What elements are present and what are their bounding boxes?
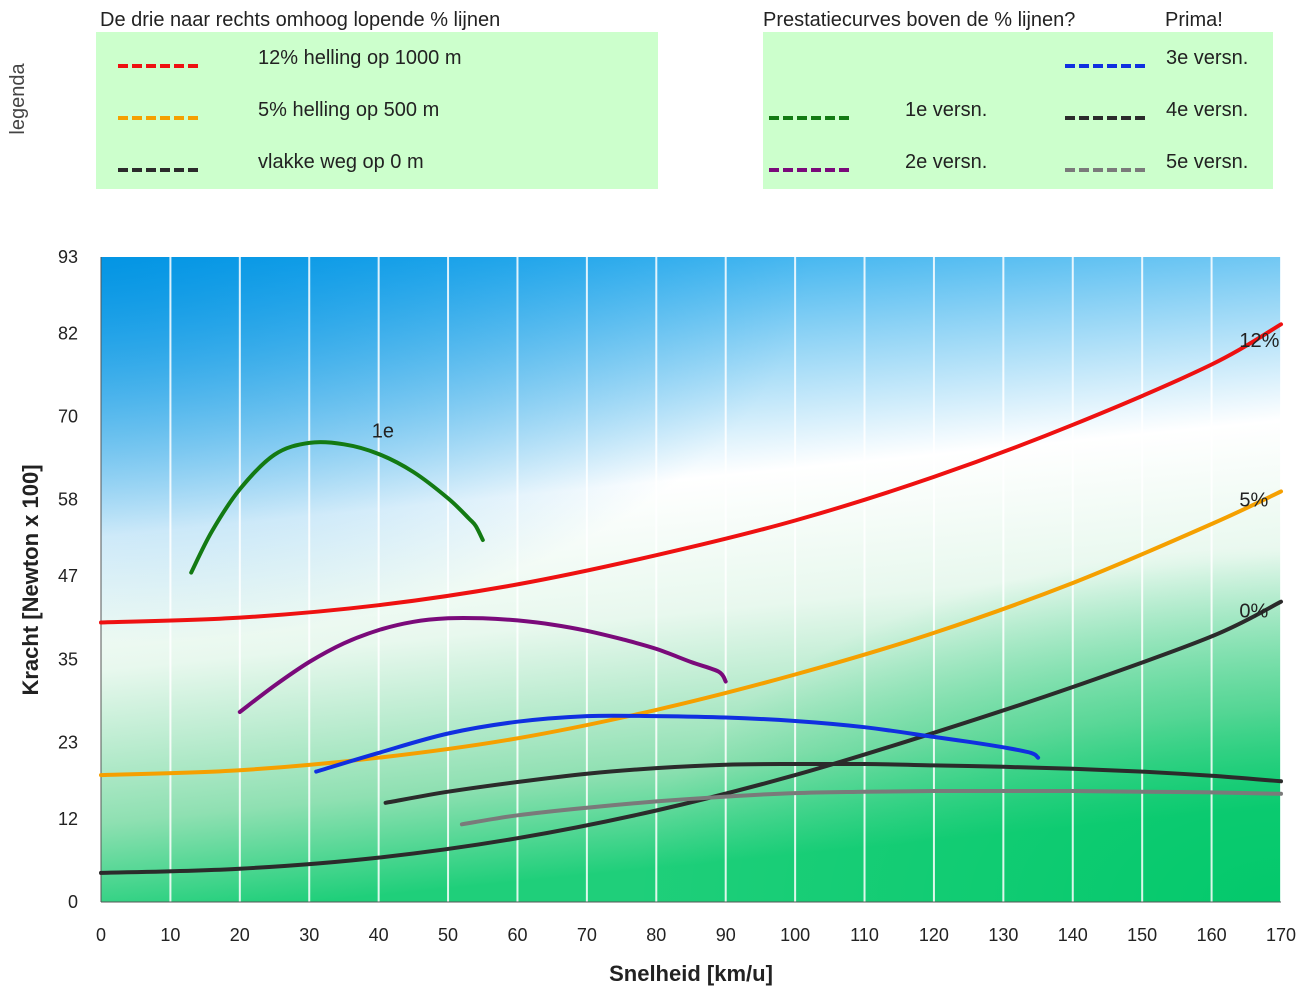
series-line-1e xyxy=(189,440,485,575)
legend-left-box xyxy=(96,32,658,189)
legend-label-2e-versn: 2e versn. xyxy=(905,151,987,173)
legend-label-5e-versn: 5e versn. xyxy=(1166,151,1248,173)
x-tick-label-30: 30 xyxy=(299,925,319,945)
plot-area xyxy=(101,257,1281,902)
plot-background-green xyxy=(101,257,1281,902)
series-line-3e xyxy=(314,713,1041,774)
x-tick-label-70: 70 xyxy=(577,925,597,945)
annotation-5pct: 5% xyxy=(1239,490,1268,512)
y-tick-label-0: 0 xyxy=(68,892,78,912)
series-line-2e xyxy=(237,616,728,714)
legend-label-12pct-helling-op-1000-m: 12% helling op 1000 m xyxy=(258,47,461,69)
x-tick-label-50: 50 xyxy=(438,925,458,945)
y-tick-label-12: 12 xyxy=(58,809,78,829)
legend: legenda De drie naar rechts omhoog lopen… xyxy=(7,9,1273,189)
x-tick-label-40: 40 xyxy=(369,925,389,945)
annotation-12pct: 12% xyxy=(1239,330,1279,352)
series-line-5pct xyxy=(99,489,1283,778)
x-tick-label-120: 120 xyxy=(919,925,949,945)
annotations: 12% 5% 0% 1e xyxy=(372,330,1280,622)
x-tick-label-10: 10 xyxy=(160,925,180,945)
legend-label-1e-versn: 1e versn. xyxy=(905,99,987,121)
legend-label-vlakke-weg-op-0-m: vlakke weg op 0 m xyxy=(258,151,424,173)
legend-right-title-extra: Prima! xyxy=(1165,9,1223,31)
x-tick-label-80: 80 xyxy=(646,925,666,945)
x-tick-label-150: 150 xyxy=(1127,925,1157,945)
series-line-0pct xyxy=(99,599,1283,875)
x-tick-label-130: 130 xyxy=(988,925,1018,945)
x-tick-label-110: 110 xyxy=(850,925,879,945)
legend-label-3e-versn: 3e versn. xyxy=(1166,47,1248,69)
y-axis-label: Kracht [Newton x 100] xyxy=(18,464,43,695)
y-tick-label-23: 23 xyxy=(58,732,78,752)
legend-side-label: legenda xyxy=(7,63,29,135)
annotation-0pct: 0% xyxy=(1239,601,1268,623)
annotation-1e: 1e xyxy=(372,420,394,442)
legend-label-5pct-helling-op-500-m: 5% helling op 500 m xyxy=(258,99,439,121)
y-tick-label-82: 82 xyxy=(58,323,78,343)
x-tick-label-0: 0 xyxy=(96,925,106,945)
series-line-5e xyxy=(459,788,1283,827)
series-line-12pct xyxy=(99,322,1283,625)
y-tick-label-70: 70 xyxy=(58,407,78,427)
axes: 0 10 20 30 40 50 60 70 80 90 100 110 120 130 140 150 160… xyxy=(58,247,1296,945)
series-line-4e xyxy=(383,761,1283,805)
y-tick-label-35: 35 xyxy=(58,649,78,669)
series-lines xyxy=(99,322,1283,875)
y-tick-label-58: 58 xyxy=(58,490,78,510)
legend-left-title: De drie naar rechts omhoog lopende % lij… xyxy=(100,9,500,31)
x-axis-label: Snelheid [km/u] xyxy=(609,961,773,986)
y-tick-label-47: 47 xyxy=(58,566,78,586)
legend-label-4e-versn: 4e versn. xyxy=(1166,99,1248,121)
legend-right-box xyxy=(763,32,1273,189)
x-tick-label-160: 160 xyxy=(1197,925,1227,945)
legend-right-title: Prestatiecurves boven de % lijnen? xyxy=(763,9,1075,31)
y-tick-label-93: 93 xyxy=(58,247,78,267)
x-tick-label-20: 20 xyxy=(230,925,250,945)
x-tick-label-100: 100 xyxy=(780,925,810,945)
x-tick-label-170: 170 xyxy=(1266,925,1296,945)
x-tick-label-90: 90 xyxy=(716,925,736,945)
x-tick-label-140: 140 xyxy=(1058,925,1088,945)
x-tick-label-60: 60 xyxy=(507,925,527,945)
